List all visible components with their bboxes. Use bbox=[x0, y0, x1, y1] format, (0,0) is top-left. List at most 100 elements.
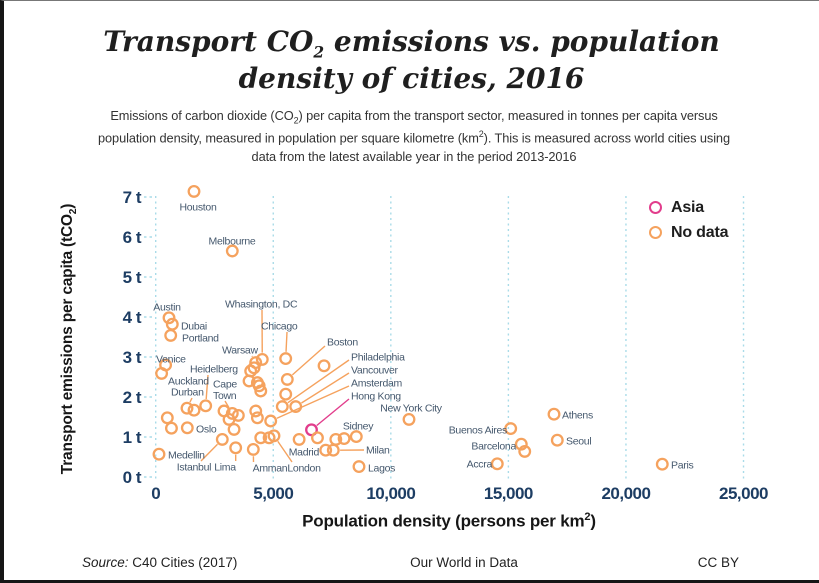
data-point[interactable] bbox=[246, 442, 260, 456]
data-point[interactable] bbox=[187, 403, 201, 417]
city-label: Heidelberg bbox=[190, 364, 238, 376]
city-label: Accra bbox=[467, 459, 493, 471]
city-label: London bbox=[287, 463, 321, 475]
data-point[interactable] bbox=[250, 411, 264, 425]
y-tick-label: 4 t bbox=[123, 308, 142, 327]
city-label: Barcelona bbox=[471, 441, 516, 453]
label-leader-line bbox=[277, 441, 293, 463]
data-point[interactable] bbox=[352, 460, 366, 474]
data-point[interactable] bbox=[550, 433, 564, 447]
city-label: Oslo bbox=[196, 424, 217, 436]
data-point[interactable] bbox=[165, 421, 178, 435]
data-point[interactable] bbox=[275, 400, 289, 414]
data-point[interactable] bbox=[254, 384, 268, 398]
city-label: Medellin bbox=[168, 450, 205, 462]
data-point[interactable] bbox=[514, 437, 528, 451]
data-point[interactable] bbox=[249, 404, 263, 418]
city-label: Cape bbox=[213, 379, 237, 391]
data-point[interactable] bbox=[402, 412, 416, 426]
data-point[interactable] bbox=[279, 387, 293, 401]
data-point[interactable] bbox=[155, 366, 169, 380]
data-point[interactable] bbox=[225, 244, 239, 258]
city-label: Dubai bbox=[181, 321, 207, 333]
data-point[interactable] bbox=[280, 372, 294, 386]
city-label: Boston bbox=[327, 337, 358, 349]
data-point[interactable] bbox=[199, 399, 213, 413]
city-label: Lima bbox=[214, 462, 236, 474]
city-label: Warsaw bbox=[222, 345, 258, 357]
legend-item-no-data[interactable]: No data bbox=[649, 220, 728, 245]
city-label: Istanbul bbox=[177, 462, 211, 474]
data-point[interactable] bbox=[264, 414, 278, 428]
data-point[interactable] bbox=[231, 408, 245, 422]
label-leader-line bbox=[291, 345, 326, 376]
label-leader-line bbox=[316, 398, 350, 427]
city-label: Philadelphia bbox=[351, 352, 405, 364]
data-point[interactable] bbox=[311, 431, 324, 445]
data-point[interactable] bbox=[490, 457, 504, 471]
data-point[interactable] bbox=[262, 431, 276, 445]
label-leader-line bbox=[189, 397, 193, 403]
x-tick-label: 20,000 bbox=[601, 484, 650, 503]
city-label: Amsterdam bbox=[351, 378, 403, 390]
data-point[interactable] bbox=[152, 447, 166, 461]
city-label: Chicago bbox=[261, 321, 298, 333]
y-tick-label: 0 t bbox=[123, 468, 142, 487]
legend-item-asia[interactable]: Asia bbox=[649, 195, 728, 220]
data-point[interactable] bbox=[227, 422, 241, 436]
y-tick-label: 1 t bbox=[123, 428, 142, 447]
data-point[interactable] bbox=[292, 432, 306, 446]
city-label: Hong Kong bbox=[351, 391, 401, 403]
data-point[interactable] bbox=[229, 441, 243, 455]
data-point[interactable] bbox=[180, 421, 194, 435]
y-tick-label: 5 t bbox=[123, 268, 142, 287]
city-label: New York City bbox=[380, 403, 443, 415]
legend: Asia No data bbox=[649, 195, 728, 245]
legend-swatch-icon bbox=[649, 226, 662, 239]
city-label: Buenos Aires bbox=[449, 425, 507, 437]
city-label: Portland bbox=[182, 333, 219, 345]
data-point[interactable] bbox=[244, 364, 258, 378]
data-point[interactable] bbox=[247, 361, 261, 375]
label-leader-line bbox=[287, 359, 350, 404]
city-label: Vancouver bbox=[351, 365, 399, 377]
city-label: Amman bbox=[253, 463, 288, 475]
city-label: Austin bbox=[153, 302, 181, 314]
city-label: Venice bbox=[156, 354, 186, 366]
data-point[interactable] bbox=[329, 432, 343, 446]
data-point[interactable] bbox=[655, 457, 669, 471]
city-label: Lagos bbox=[368, 463, 395, 475]
legend-swatch-icon bbox=[649, 201, 662, 214]
y-tick-label: 6 t bbox=[123, 228, 142, 247]
data-point[interactable] bbox=[187, 184, 201, 198]
data-point[interactable] bbox=[255, 352, 269, 366]
city-label: Melbourne bbox=[209, 236, 256, 248]
city-label: Paris bbox=[671, 460, 693, 472]
data-point[interactable] bbox=[180, 401, 194, 415]
data-point[interactable] bbox=[160, 411, 174, 425]
source-note: Source: C40 Cities (2017) bbox=[82, 555, 238, 570]
data-point[interactable] bbox=[349, 430, 363, 444]
data-point[interactable] bbox=[547, 407, 561, 421]
city-label: Sidney bbox=[343, 421, 374, 433]
data-point[interactable] bbox=[305, 423, 318, 437]
data-point[interactable] bbox=[254, 431, 268, 445]
chart-title-line1: Transport CO2 emissions vs. population bbox=[103, 25, 720, 62]
data-point[interactable] bbox=[319, 443, 333, 457]
city-label: Houston bbox=[179, 202, 216, 214]
data-point[interactable] bbox=[164, 328, 178, 342]
data-point[interactable] bbox=[518, 444, 532, 458]
data-point[interactable] bbox=[279, 352, 293, 366]
license-badge[interactable]: CC BY bbox=[697, 555, 739, 570]
legend-label: No data bbox=[671, 223, 729, 241]
data-point[interactable] bbox=[215, 432, 229, 446]
data-point[interactable] bbox=[504, 422, 518, 436]
chart-subtitle: Emissions of carbon dioxide (CO2) per ca… bbox=[98, 108, 730, 165]
data-point[interactable] bbox=[162, 311, 176, 325]
data-point[interactable] bbox=[289, 400, 303, 414]
label-leader-line bbox=[285, 331, 288, 352]
data-point[interactable] bbox=[317, 359, 331, 373]
data-point[interactable] bbox=[337, 432, 351, 446]
data-point[interactable] bbox=[326, 443, 340, 457]
